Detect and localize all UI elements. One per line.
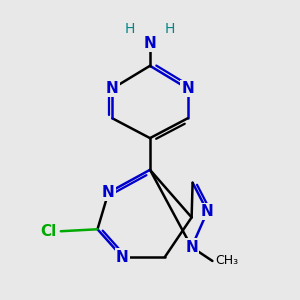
Text: Cl: Cl xyxy=(40,224,57,239)
Text: N: N xyxy=(106,81,119,96)
Text: H: H xyxy=(165,22,175,36)
Text: N: N xyxy=(144,35,156,50)
Text: N: N xyxy=(185,240,198,255)
Text: H: H xyxy=(125,22,135,36)
Text: N: N xyxy=(181,81,194,96)
Text: N: N xyxy=(116,250,129,265)
Text: CH₃: CH₃ xyxy=(215,254,238,268)
Text: N: N xyxy=(102,185,115,200)
Text: N: N xyxy=(201,204,214,219)
